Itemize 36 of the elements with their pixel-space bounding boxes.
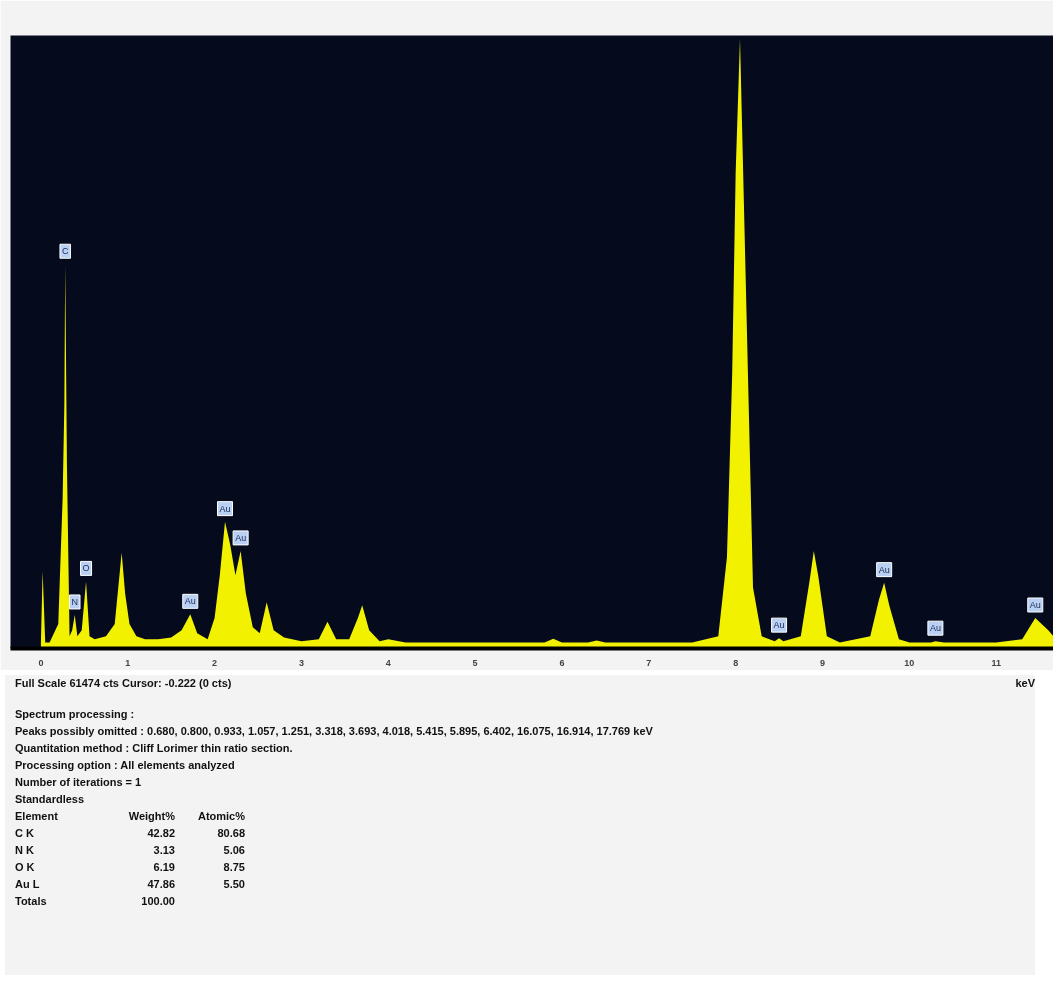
- annotation: N: [71, 596, 79, 607]
- x-tick-label: 5: [472, 657, 478, 668]
- x-tick-label: 6: [559, 657, 565, 668]
- annotation: C: [61, 246, 69, 257]
- annotation: O: [82, 563, 90, 574]
- x-tick-label: 7: [646, 657, 652, 668]
- x-tick-label: 8: [733, 657, 739, 668]
- annotation: Au: [878, 564, 890, 575]
- x-tick-label: 10: [904, 657, 915, 668]
- x-tick-label: 9: [819, 657, 826, 668]
- x-axis-title: keV: [1015, 676, 1035, 691]
- annotation: Au: [929, 623, 941, 634]
- text: Full Scale 61474 cts Cursor: -0.222 (0 cts): [15, 676, 232, 691]
- x-tick-label: 4: [385, 657, 391, 668]
- text: Quantitation method : Cliff Lorimer thin ratio section.: [15, 741, 294, 756]
- annotation: Au: [235, 532, 247, 543]
- text: C K 42.82 80.68: [15, 827, 245, 839]
- text: Totals 100.00: [15, 895, 175, 907]
- text: Element Weight% Atomic%: [15, 810, 245, 822]
- x-tick-label: 0: [38, 657, 44, 668]
- annotation: Au: [219, 503, 231, 514]
- text: Spectrum processing :: [15, 707, 136, 722]
- text: Processing option : All elements analyzed: [15, 758, 236, 773]
- text: Standardless: [15, 792, 86, 807]
- text: Au L 47.86 5.50: [15, 878, 245, 890]
- annotation: Au: [184, 596, 196, 607]
- text: Peaks possibly omitted : 0.680, 0.800, 0.933, 1.057, 1.251, 3.318, 3.693, 4.018, 5.415, 5.895, 6.402, 16.075, 16.914, 17.769 keV: [15, 724, 654, 739]
- x-tick-label: 3: [298, 657, 304, 668]
- x-tick-label: 1: [125, 657, 131, 668]
- x-tick-label: 11: [991, 657, 1001, 668]
- text: O K 6.19 8.75: [15, 861, 245, 873]
- text: N K 3.13 5.06: [15, 844, 245, 856]
- annotation: Au: [1029, 600, 1041, 610]
- x-tick-label: 2: [212, 657, 218, 668]
- annotation: Au: [773, 620, 785, 631]
- text: Number of iterations = 1: [15, 775, 143, 790]
